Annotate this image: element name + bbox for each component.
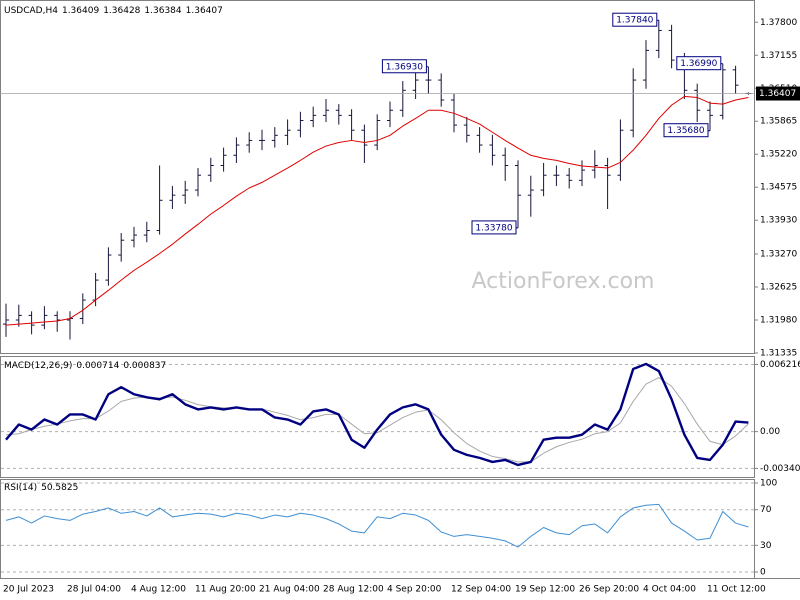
- title: RSI(14): [4, 483, 37, 493]
- y-tick-label: 1.31980: [760, 316, 797, 326]
- x-tick-label: 4 Oct 04:00: [643, 585, 696, 595]
- y-tick-label: 100: [760, 479, 777, 489]
- panel-frame: [0, 356, 755, 478]
- last-price-label: 1.36407: [759, 89, 796, 99]
- panel-frame: [0, 0, 755, 354]
- chart-header: RSI(14) 50.5825: [4, 483, 78, 493]
- y-tick-label: 1.35220: [760, 150, 797, 160]
- y-tick-label: 1.33930: [760, 216, 797, 226]
- title: USDCAD,H4: [4, 6, 58, 16]
- y-tick-label: 0.006216: [760, 360, 800, 370]
- y-tick-label: 1.33270: [760, 250, 797, 260]
- open-value: 1.36409: [62, 6, 99, 16]
- y-tick-label: -0.003407: [760, 464, 800, 474]
- signal-line: [5, 377, 749, 463]
- moving-average: [5, 95, 749, 326]
- last-price-box: [756, 86, 800, 101]
- x-tick-label: 28 Aug 12:00: [323, 585, 384, 595]
- watermark: ActionForex.com: [472, 269, 655, 294]
- annotation-label: 1.37840: [616, 16, 653, 26]
- x-tick-label: 11 Oct 12:00: [707, 585, 766, 595]
- y-tick-label: 70: [760, 505, 772, 515]
- annotation-label: 1.36990: [680, 59, 717, 69]
- panel-frame: [0, 479, 755, 579]
- x-tick-label: 4 Sep 20:00: [387, 585, 442, 595]
- y-tick-label: 30: [760, 541, 772, 551]
- x-tick-label: 11 Aug 20:00: [195, 585, 256, 595]
- y-tick-label: 1.37800: [760, 18, 797, 28]
- y-tick-label: 1.35865: [760, 117, 797, 127]
- annotation-box: [612, 12, 658, 27]
- x-tick-label: 12 Sep 04:00: [451, 585, 511, 595]
- y-tick-label: 1.37155: [760, 51, 797, 61]
- x-tick-label: 26 Sep 20:00: [579, 585, 639, 595]
- low-value: 1.36384: [144, 6, 181, 16]
- y-tick-label: 1.32625: [760, 283, 797, 293]
- rsi-value: 50.5825: [41, 483, 78, 493]
- title: MACD(12,26,9): [4, 361, 72, 371]
- close-value: 1.36407: [186, 6, 223, 16]
- y-tick-label: 1.31335: [760, 349, 797, 359]
- macd-value: 0.000837: [123, 361, 166, 371]
- y-tick-label: 0.00: [760, 427, 780, 437]
- x-tick-label: 20 Jul 2023: [3, 585, 54, 595]
- y-tick-label: 1.34575: [760, 183, 797, 193]
- x-tick-label: 28 Jul 04:00: [67, 585, 121, 595]
- rsi-line: [5, 503, 749, 548]
- macd-line: [5, 362, 749, 467]
- signal-value: 0.000714: [76, 361, 119, 371]
- annotation-label: 1.36930: [386, 62, 423, 72]
- chart-header: USDCAD,H4 1.36409 1.36428 1.36384 1.36407: [4, 6, 223, 16]
- x-tick-label: 4 Aug 12:00: [131, 585, 186, 595]
- annotation-label: 1.33780: [475, 223, 512, 233]
- chart-header: MACD(12,26,9) 0.000714 0.000837: [4, 361, 166, 371]
- annotation-box: [663, 123, 709, 138]
- x-tick-label: 21 Aug 04:00: [259, 585, 320, 595]
- y-tick-label: 0: [760, 568, 766, 578]
- high-value: 1.36428: [103, 6, 140, 16]
- annotation-label: 1.35680: [667, 126, 704, 136]
- x-tick-label: 19 Sep 12:00: [515, 585, 575, 595]
